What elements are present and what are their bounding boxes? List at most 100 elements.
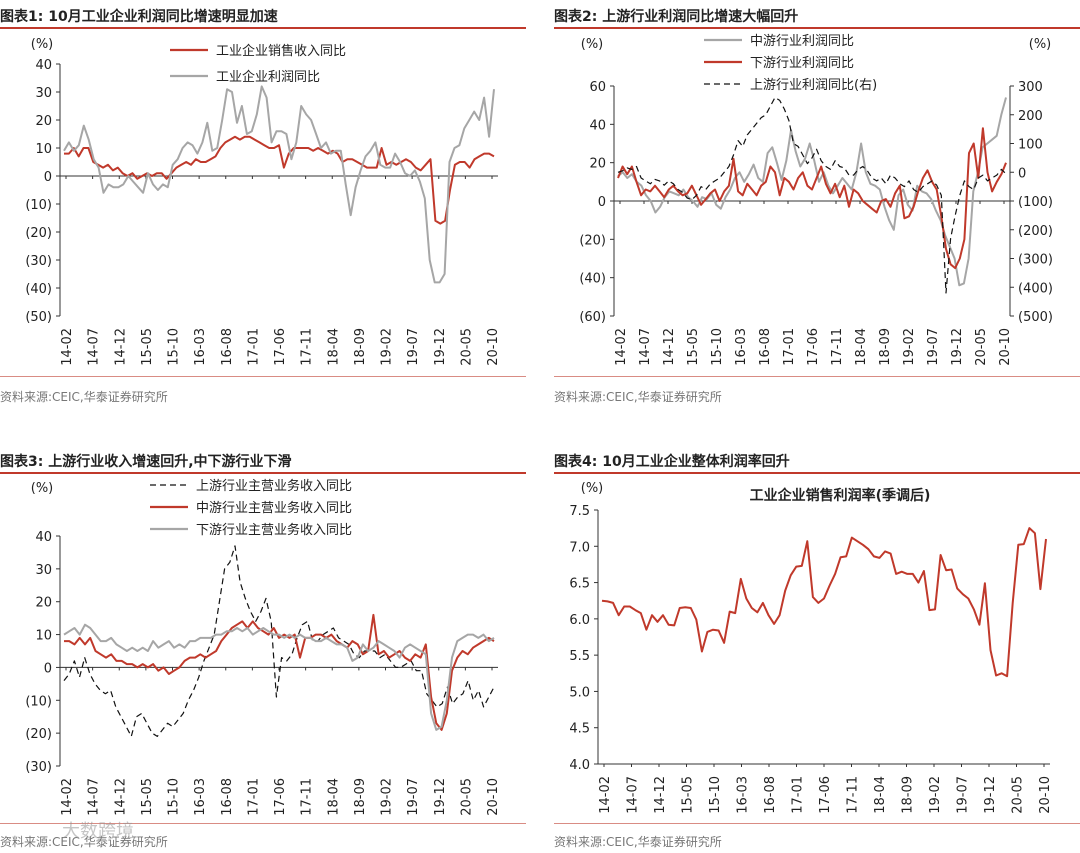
- x-tick-label: 19-12: [950, 328, 965, 366]
- y-tick-label: 4.5: [569, 722, 590, 737]
- y-axis-unit-label: (%): [581, 37, 604, 52]
- y-tick-label: 6.0: [569, 613, 590, 628]
- figure-3-title-rule: [0, 472, 526, 474]
- x-tick-label: 19-02: [380, 328, 395, 366]
- x-tick-label: 14-12: [113, 328, 128, 366]
- y-tick-label: (20): [579, 233, 606, 248]
- x-tick-label: 15-10: [708, 776, 723, 814]
- x-tick-label: 15-10: [167, 328, 182, 366]
- y-tick-label: 0: [598, 195, 606, 210]
- x-tick-label: 19-07: [956, 776, 971, 814]
- x-tick-label: 19-07: [926, 328, 941, 366]
- y-tick-label: 5.0: [569, 685, 590, 700]
- legend-label-1: 工业企业销售收入同比: [216, 43, 346, 59]
- figure-4-title: 图表4: 10月工业企业整体利润率回升: [554, 454, 790, 470]
- y-tick-label: 20: [589, 157, 606, 172]
- x-tick-label: 19-02: [902, 328, 917, 366]
- x-tick-label: 19-02: [928, 776, 943, 814]
- x-tick-label: 19-07: [406, 778, 421, 816]
- x-tick-label: 17-06: [273, 328, 288, 366]
- series-line-1: [63, 545, 495, 737]
- x-tick-label: 17-06: [273, 778, 288, 816]
- y-tick-label: 5.5: [569, 649, 590, 664]
- x-tick-label: 14-02: [614, 328, 629, 366]
- x-tick-label: 14-07: [87, 778, 102, 816]
- x-tick-label: 17-11: [830, 328, 845, 366]
- y-tick-label: 40: [35, 58, 52, 73]
- legend-label-2: 中游行业主营业务收入同比: [196, 500, 352, 516]
- x-tick-label: 19-12: [433, 778, 448, 816]
- x-tick-label: 18-09: [353, 328, 368, 366]
- y-tick-label: 6.5: [569, 577, 590, 592]
- figure-2-bottom-rule: [554, 376, 1080, 377]
- y-tick-label: 0: [44, 661, 52, 676]
- x-tick-label: 16-08: [758, 328, 773, 366]
- series-line-3: [617, 96, 1007, 294]
- y-right-axis-unit-label: (%): [1029, 37, 1052, 52]
- x-tick-label: 17-01: [791, 776, 806, 814]
- x-tick-label: 16-03: [736, 776, 751, 814]
- y-axis-unit-label: (%): [31, 481, 54, 496]
- x-tick-label: 15-05: [140, 328, 155, 366]
- figure-2-panel: 图表2: 上游行业利润同比增速大幅回升 60 40 20 0 (20) (40) (60) 3…: [554, 0, 1080, 410]
- y-tick-label: 60: [589, 80, 606, 95]
- x-tick-label: 17-11: [300, 778, 315, 816]
- x-tick-label: 15-05: [681, 776, 696, 814]
- figure-3-title: 图表3: 上游行业收入增速回升,中下游行业下滑: [0, 454, 292, 470]
- x-tick-label: 18-09: [901, 776, 916, 814]
- y-tick-label: 20: [35, 114, 52, 129]
- x-tick-label: 16-08: [220, 778, 235, 816]
- x-tick-label: 19-02: [380, 778, 395, 816]
- x-tick-label: 14-02: [60, 778, 75, 816]
- x-tick-label: 14-07: [638, 328, 653, 366]
- y-axis-unit-label: (%): [581, 481, 604, 496]
- y-right-tick-label: (400): [1018, 281, 1053, 296]
- x-tick-label: 16-08: [763, 776, 778, 814]
- figure-3-source: 资料来源:CEIC,华泰证券研究所: [0, 835, 168, 849]
- y-tick-label: 7.0: [569, 540, 590, 555]
- y-tick-label: 30: [35, 563, 52, 578]
- x-tick-label: 14-07: [87, 328, 102, 366]
- y-right-tick-label: (500): [1018, 310, 1053, 325]
- y-tick-label: (40): [25, 282, 52, 297]
- series-line-2: [617, 127, 1007, 270]
- x-tick-label: 14-02: [60, 328, 75, 366]
- legend-label-2: 下游行业利润同比: [750, 56, 854, 71]
- x-tick-label: 16-03: [734, 328, 749, 366]
- figure-2-title: 图表2: 上游行业利润同比增速大幅回升: [554, 9, 799, 25]
- y-tick-label: (50): [25, 310, 52, 325]
- figure-1-source: 资料来源:CEIC,华泰证券研究所: [0, 390, 168, 404]
- figure-1-panel: 图表1: 10月工业企业利润同比增速明显加速 40 30 20 10 0 (10) (20)…: [0, 0, 526, 410]
- figure-4-chart: 7.5 7.0 6.5 6.0 5.5 5.0 4.5 4.0 (%) 14-02 14-07 14-…: [569, 481, 1053, 814]
- x-tick-label: 17-06: [806, 328, 821, 366]
- x-tick-label: 20-05: [1011, 776, 1026, 814]
- y-right-tick-label: 100: [1018, 138, 1043, 153]
- figure-4-source: 资料来源:CEIC,华泰证券研究所: [554, 835, 722, 849]
- figure-2-title-rule: [554, 27, 1080, 29]
- x-tick-label: 15-10: [710, 328, 725, 366]
- x-tick-label: 18-04: [854, 328, 869, 366]
- x-tick-label: 20-10: [1038, 776, 1053, 814]
- series-line-1: [601, 527, 1047, 678]
- y-right-tick-label: 300: [1018, 80, 1043, 95]
- y-tick-label: (20): [25, 727, 52, 742]
- series-line-1: [64, 135, 495, 225]
- x-tick-label: 19-12: [433, 328, 448, 366]
- figure-4-title-rule: [554, 472, 1080, 474]
- x-tick-label: 20-05: [459, 778, 474, 816]
- y-right-tick-label: (200): [1018, 224, 1053, 239]
- legend-label-1: 上游行业主营业务收入同比: [196, 478, 352, 494]
- figure-2-chart: 6040200(20)(40)(60)3002001000(100)(200)(…: [579, 34, 1053, 366]
- x-tick-label: 18-04: [326, 778, 341, 816]
- y-tick-label: 10: [35, 142, 52, 157]
- y-tick-label: 20: [35, 596, 52, 611]
- x-tick-label: 14-12: [662, 328, 677, 366]
- y-tick-label: (10): [25, 694, 52, 709]
- x-tick-label: 17-11: [300, 328, 315, 366]
- y-right-tick-label: 200: [1018, 109, 1043, 124]
- y-tick-label: 40: [589, 118, 606, 133]
- y-tick-label: (60): [579, 310, 606, 325]
- watermark: 大数跨境: [62, 821, 134, 842]
- x-tick-label: 19-07: [406, 328, 421, 366]
- y-right-tick-label: (300): [1018, 253, 1053, 268]
